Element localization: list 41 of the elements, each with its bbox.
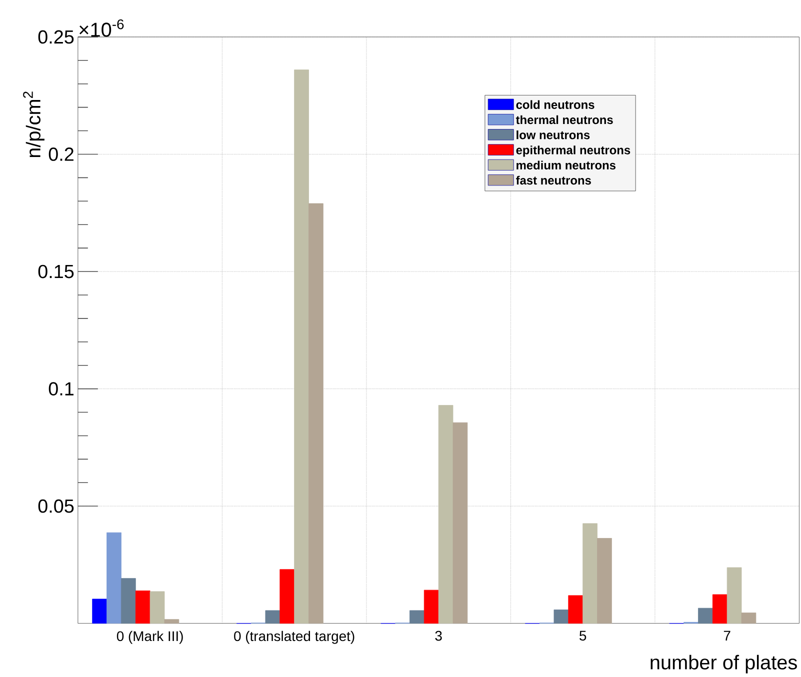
y-tick-label: 0.25 bbox=[38, 30, 74, 44]
x-tick-label: 3 bbox=[435, 631, 442, 641]
bar bbox=[106, 532, 122, 624]
x-axis-title: number of plates bbox=[650, 654, 797, 674]
legend-label: epithermal neutrons bbox=[516, 146, 630, 157]
bar bbox=[280, 569, 295, 624]
legend-label: medium neutrons bbox=[516, 160, 616, 170]
y-tick-label: 0.1 bbox=[48, 382, 74, 396]
bar bbox=[150, 591, 165, 624]
bar bbox=[294, 70, 309, 624]
legend-label: cold neutrons bbox=[516, 100, 594, 110]
bar bbox=[308, 203, 324, 624]
bar bbox=[698, 608, 713, 624]
bar bbox=[597, 538, 612, 624]
bar bbox=[265, 610, 280, 624]
x-tick-label: 0 (Mark III) bbox=[116, 631, 183, 644]
x-tick-label: 5 bbox=[580, 631, 586, 641]
bar bbox=[452, 422, 468, 624]
y-tick-label: 0.15 bbox=[38, 264, 74, 278]
text: ×10$^{-6}$ bbox=[80, 19, 124, 37]
x-tick-label: 7 bbox=[724, 631, 730, 641]
x-tick-label: 0 (translated target) bbox=[234, 631, 354, 644]
bar bbox=[554, 610, 569, 624]
y-tick-label: 0.05 bbox=[38, 500, 74, 513]
bar bbox=[121, 578, 136, 624]
bar bbox=[568, 595, 584, 624]
bar bbox=[438, 405, 454, 624]
legend-label: low neutrons bbox=[516, 130, 590, 140]
y-axis-title: n/p/cm$^{2}$ bbox=[23, 92, 44, 158]
bar bbox=[582, 523, 598, 624]
legend-label: thermal neutrons bbox=[516, 115, 613, 124]
bar bbox=[726, 567, 742, 624]
bar bbox=[135, 590, 150, 624]
bar bbox=[424, 590, 439, 624]
bar bbox=[164, 619, 180, 624]
legend-label: fast neutrons bbox=[516, 176, 591, 185]
bar bbox=[410, 610, 424, 624]
bar bbox=[92, 598, 107, 624]
bar bbox=[712, 594, 728, 624]
y-tick-label: 0.2 bbox=[48, 148, 74, 162]
bar bbox=[741, 612, 756, 624]
